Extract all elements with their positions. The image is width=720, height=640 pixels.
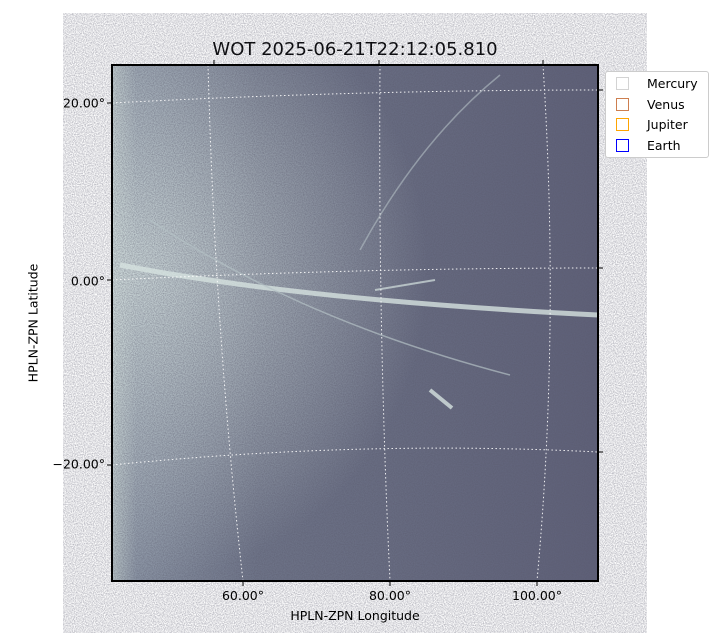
legend-item-mercury: Mercury (616, 73, 698, 93)
streak (428, 388, 454, 410)
legend-label: Earth (647, 137, 681, 153)
streak (359, 74, 501, 251)
axes-frame (111, 64, 599, 582)
legend: Mercury Venus Jupiter Earth (605, 71, 709, 158)
legend-swatch (616, 117, 629, 131)
streak (149, 219, 511, 376)
legend-label: Jupiter (647, 116, 688, 132)
image-noise (112, 65, 598, 581)
x-tick-label: 80.00° (368, 588, 412, 603)
y-tick-label: 20.00° (62, 95, 105, 111)
y-axis-label: HPLN-ZPN Latitude (25, 263, 41, 383)
legend-swatch (616, 138, 629, 152)
x-axis-label: HPLN-ZPN Longitude (290, 608, 420, 623)
legend-item-venus: Venus (616, 94, 685, 114)
legend-label: Venus (647, 96, 685, 112)
legend-item-earth: Earth (616, 135, 681, 155)
tick-marks (107, 60, 603, 586)
streak (374, 279, 436, 291)
chart-title: WOT 2025-06-21T22:12:05.810 (212, 39, 498, 60)
y-tick-label: 0.00° (70, 273, 105, 289)
legend-item-jupiter: Jupiter (616, 114, 688, 134)
x-tick-label: 60.00° (221, 588, 265, 603)
y-tick-label: −20.00° (52, 456, 105, 472)
streak (119, 262, 599, 318)
legend-label: Mercury (647, 75, 698, 91)
x-tick-label: 100.00° (512, 588, 562, 603)
coordinate-grid (111, 64, 599, 582)
legend-swatch (616, 76, 629, 90)
legend-swatch (616, 97, 629, 111)
